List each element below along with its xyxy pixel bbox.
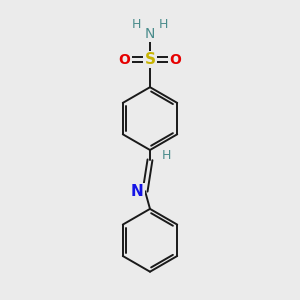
Text: H: H [159,18,168,31]
Text: S: S [145,52,155,67]
Text: O: O [169,53,181,67]
Text: H: H [162,149,171,162]
Text: O: O [118,53,130,67]
Text: N: N [145,27,155,41]
Text: H: H [132,18,141,31]
Text: N: N [131,184,144,199]
